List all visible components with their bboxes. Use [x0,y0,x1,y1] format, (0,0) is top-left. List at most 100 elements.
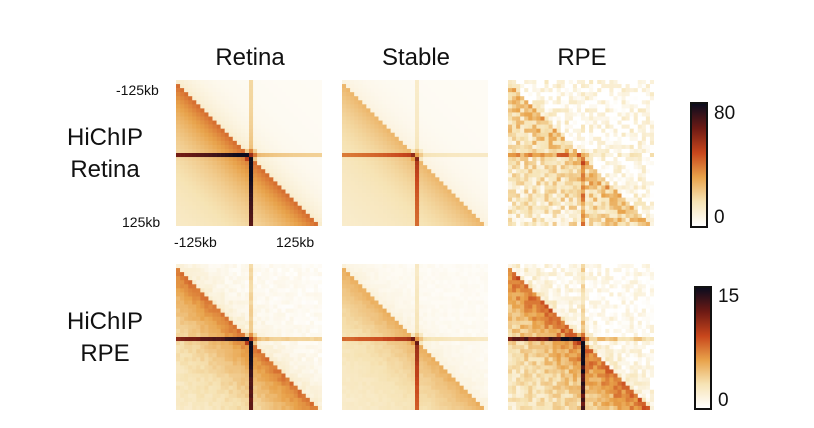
heatmap-cell [609,128,614,134]
heatmap-cell [431,189,436,194]
heatmap-cell [212,193,217,198]
heatmap-cell [548,136,553,142]
heatmap-cell [180,341,185,346]
heatmap-cell [431,197,436,202]
heatmap-cell [419,88,424,93]
heatmap-cell [281,120,286,125]
heatmap-cell [261,268,266,273]
heatmap-cell [309,157,315,162]
heatmap-cell [236,373,242,378]
heatmap-cell [313,173,319,178]
heatmap-cell [192,88,197,93]
heatmap-cell [439,213,444,219]
heatmap-cell [455,153,460,158]
heatmap-cell [289,108,294,113]
heatmap-cell [305,320,311,326]
heatmap-cell [249,181,254,186]
heatmap-cell [273,365,278,370]
heatmap-cell [180,345,185,350]
heatmap-cell [423,144,428,150]
heatmap-cell [406,96,412,101]
heatmap-cell [180,201,185,207]
heatmap-cell [524,80,529,85]
heatmap-cell [236,177,242,182]
heatmap-cell [621,136,626,142]
heatmap-cell [313,337,319,342]
heatmap-cell [382,165,387,170]
heatmap-cell [176,144,181,150]
heatmap-cell [645,209,651,215]
heatmap-cell [370,144,375,150]
heatmap-cell [419,148,424,154]
heatmap-cell [390,148,396,154]
heatmap-cell [301,120,307,125]
heatmap-cell [342,120,347,125]
heatmap-cell [447,104,452,109]
heatmap-cell [265,112,270,117]
heatmap-cell [601,132,606,138]
heatmap-cell [249,140,254,146]
heatmap-cell [419,84,424,89]
heatmap-cell [402,165,408,170]
heatmap-cell [196,337,201,342]
heatmap-cell [524,169,529,174]
heatmap-cell [366,177,371,182]
heatmap-cell [220,381,225,386]
heatmap-cell [257,284,262,289]
heatmap-cell [354,136,359,142]
heatmap-cell [297,165,303,170]
heatmap-cell [382,88,387,93]
heatmap-cell [581,153,586,158]
heatmap-cell [382,193,387,198]
heatmap-cell [601,136,606,142]
heatmap-cell [293,357,298,362]
heatmap-cell [204,165,209,170]
heatmap-cell [200,369,205,374]
heatmap-cell [196,361,201,366]
heatmap-cell [633,197,639,202]
heatmap-cell [196,272,201,277]
heatmap-cell [240,296,246,301]
heatmap-cell [293,316,298,322]
heatmap-cell [597,185,602,190]
heatmap-cell [358,148,363,154]
heatmap-cell [609,80,614,85]
heatmap-cell [378,165,383,170]
heatmap-cell [317,209,322,215]
heatmap-cell [192,197,197,202]
heatmap-cell [386,108,391,113]
heatmap-cell [419,209,424,215]
heatmap-cell [346,96,351,101]
heatmap-cell [317,185,322,190]
heatmap-cell [305,341,311,346]
heatmap-cell [297,148,303,154]
heatmap-cell [637,157,643,162]
heatmap-cell [240,345,246,350]
heatmap-cell [415,201,420,207]
heatmap-cell [293,264,298,269]
heatmap-cell [220,361,225,366]
heatmap-cell [289,104,294,109]
heatmap-cell [475,153,481,158]
heatmap-cell [188,373,193,378]
heatmap-cell [208,316,213,322]
heatmap-cell [297,357,303,362]
heatmap-cell [447,185,452,190]
heatmap-cell [552,80,557,85]
heatmap-cell [439,181,444,186]
heatmap-cell [313,92,319,97]
heatmap-cell [208,357,213,362]
heatmap-cell [224,369,230,374]
heatmap-cell [645,104,651,109]
heatmap-cell [516,108,521,113]
heatmap-cell [645,80,651,85]
heatmap-cell [560,205,566,211]
heatmap-cell [548,124,553,129]
heatmap-cell [261,357,266,362]
heatmap-cell [613,100,618,105]
heatmap-cell [463,205,469,211]
heatmap-cell [224,213,230,219]
heatmap-cell [253,357,258,362]
heatmap-cell [244,217,250,223]
heatmap-cell [184,308,189,313]
